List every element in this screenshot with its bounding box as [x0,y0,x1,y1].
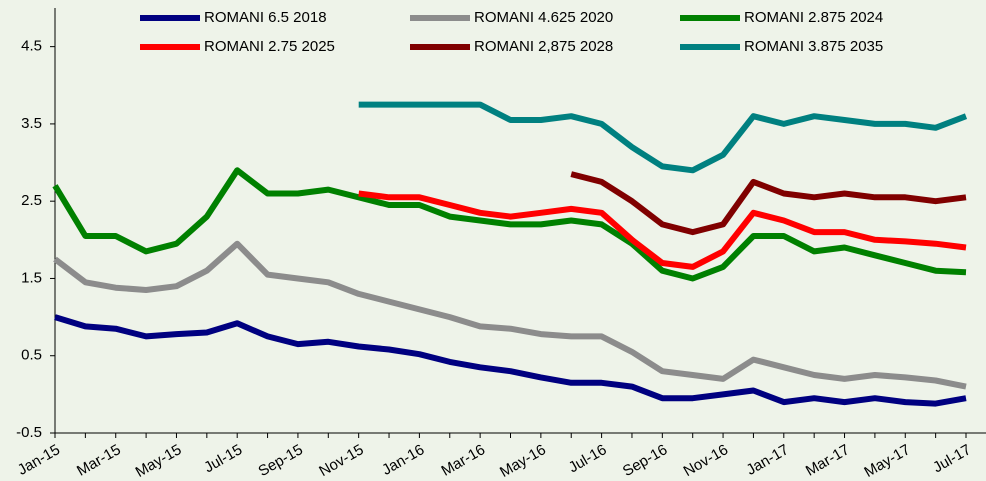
legend-label: ROMANI 2.875 2024 [744,9,883,26]
series-line [54,314,967,407]
legend-label: ROMANI 2,875 2028 [474,38,613,55]
legend-label: ROMANI 3.875 2035 [744,38,883,55]
series-line [358,190,967,270]
legend-label: ROMANI 2.75 2025 [204,38,335,55]
y-tick-label: 1.5 [21,269,42,286]
series-line [570,171,967,236]
legend-label: ROMANI 4.625 2020 [474,9,613,26]
y-tick-label: 2.5 [21,192,42,209]
y-tick-label: 4.5 [21,38,42,55]
y-tick-label: 0.5 [21,347,42,364]
series-line [52,167,967,282]
series-line [53,240,967,390]
legend-label: ROMANI 6.5 2018 [204,9,327,26]
y-tick-label: -0.5 [16,424,42,441]
series-line [358,101,968,174]
y-tick-label: 3.5 [21,115,42,132]
